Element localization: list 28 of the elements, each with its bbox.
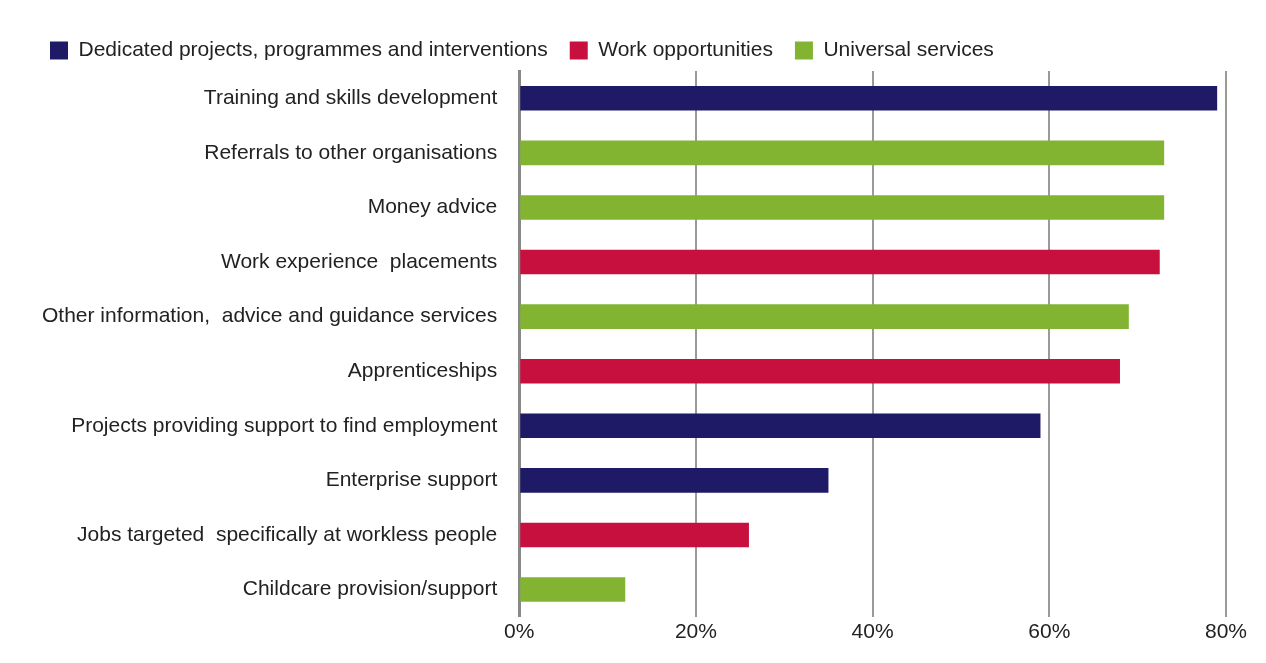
- y-tick-label: Work experience placements: [220, 248, 498, 272]
- x-tick-label: 40%: [851, 619, 894, 643]
- bar: [520, 413, 1041, 439]
- bar: [520, 195, 1165, 220]
- y-tick-label: Enterprise support: [325, 467, 498, 491]
- legend-label: Universal services: [823, 37, 994, 61]
- legend-label: Work opportunities: [598, 37, 773, 61]
- x-tick-label: 60%: [1028, 619, 1071, 643]
- y-tick-label: Referrals to other organisations: [204, 139, 498, 163]
- bar: [520, 358, 1120, 384]
- bar: [520, 522, 749, 548]
- y-tick-label: Apprenticeships: [347, 357, 498, 381]
- y-tick-label: Other information, advice and guidance services: [41, 303, 498, 327]
- x-tick-label: 20%: [674, 619, 717, 643]
- y-tick-label: Jobs targeted specifically at workless people: [77, 521, 498, 545]
- y-tick-label: Projects providing support to find employment: [71, 412, 498, 436]
- legend-label: Dedicated projects, programmes and interventions: [78, 37, 548, 61]
- bar: [520, 249, 1160, 275]
- bar: [520, 304, 1129, 329]
- bar: [520, 86, 1218, 111]
- bar: [520, 468, 829, 493]
- y-tick-label: Training and skills development: [203, 85, 498, 109]
- x-tick-label: 0%: [504, 619, 535, 643]
- x-tick-label: 80%: [1204, 619, 1248, 643]
- y-tick-label: Money advice: [367, 194, 498, 218]
- bar: [520, 577, 626, 602]
- bar: [520, 140, 1165, 166]
- y-tick-label: Childcare provision/support: [242, 576, 498, 600]
